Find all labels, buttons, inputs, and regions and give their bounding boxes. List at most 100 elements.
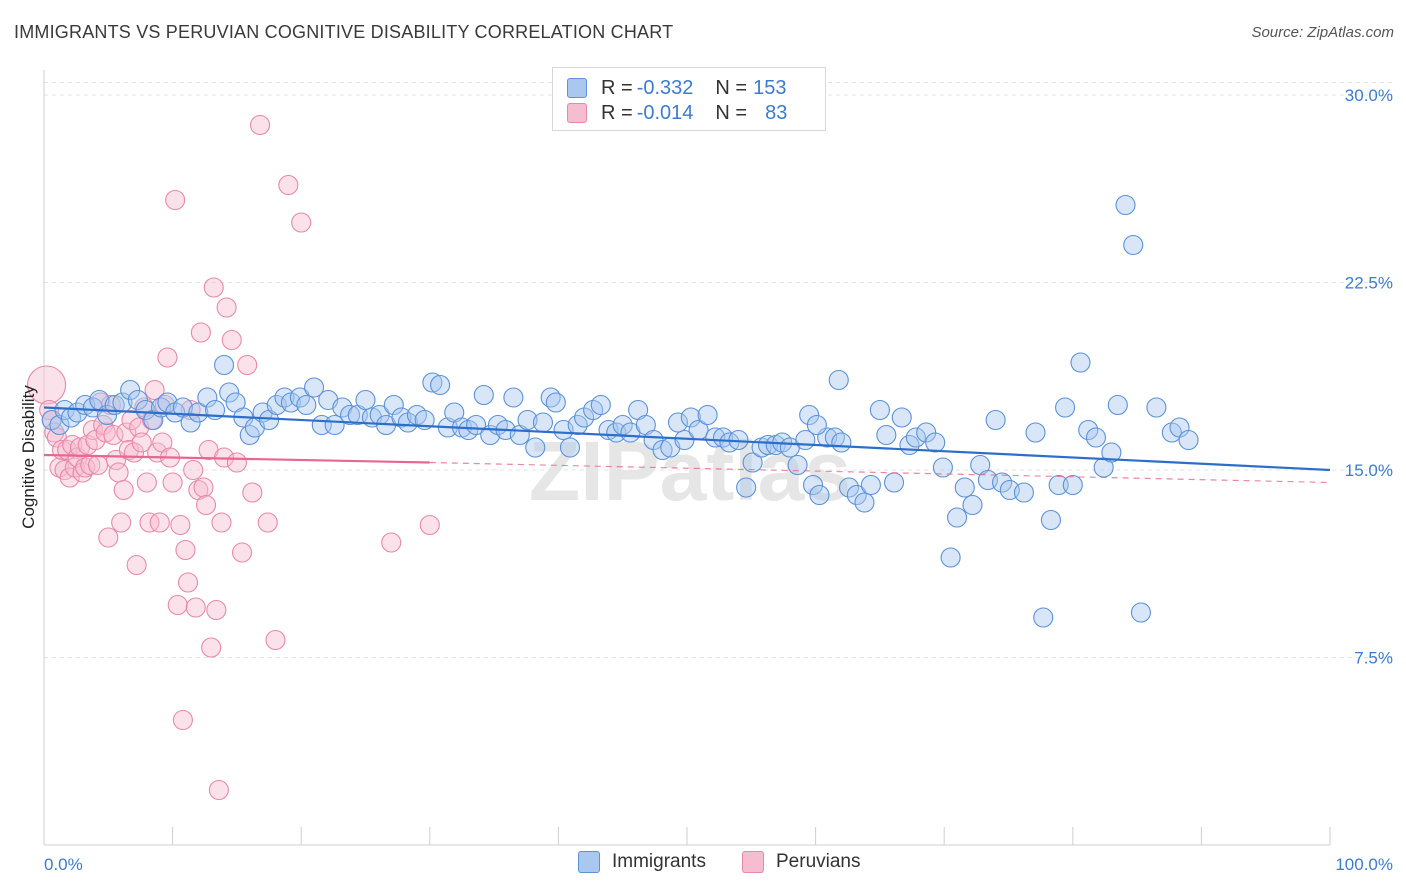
peruvians-point [108, 462, 129, 483]
peruvians-point [175, 539, 196, 561]
peruvians-point [144, 379, 165, 401]
immigrants-point [1107, 394, 1128, 416]
immigrants-point [736, 477, 757, 498]
immigrants-point [143, 409, 164, 431]
immigrants-point [905, 427, 926, 448]
peruvians-point [381, 532, 402, 553]
r-value: -0.014 [636, 101, 694, 124]
immigrants-point [925, 432, 946, 453]
n-label: N = [715, 76, 748, 99]
peruvians-point [126, 554, 147, 576]
immigrants-point [697, 404, 718, 426]
peruvians-point [203, 277, 224, 298]
immigrants-point [831, 432, 852, 453]
peruvians-point [131, 432, 152, 453]
n-value: 153 [753, 76, 787, 99]
n-value: 83 [765, 101, 788, 124]
peruvians-point [231, 542, 253, 563]
immigrants-point [806, 414, 827, 436]
immigrants-trend-line [43, 406, 1331, 472]
immigrants-point [809, 484, 830, 506]
y-tick-label: 7.5% [1354, 649, 1393, 668]
immigrants-point [869, 399, 890, 421]
legend-label: Immigrants [612, 851, 706, 872]
immigrants-point [947, 507, 968, 528]
immigrants-point [532, 412, 554, 433]
immigrants-point [188, 402, 209, 423]
peruvians-point [149, 512, 170, 533]
series-legend: Immigrants Peruvians [0, 851, 1406, 877]
immigrants-point [1055, 397, 1076, 418]
peruvians-point [216, 297, 237, 318]
immigrants-point [1115, 194, 1136, 216]
peruvians-points [27, 114, 440, 801]
peruvians-point [98, 527, 119, 548]
peruvians-point [419, 514, 440, 536]
immigrants-point [1062, 474, 1083, 496]
trend-lines [43, 406, 1331, 484]
y-axis-label: Cognitive Disability [19, 385, 38, 529]
immigrants-point [49, 414, 70, 436]
immigrants-point [280, 392, 301, 413]
y-tick-label: 15.0% [1345, 461, 1393, 480]
legend-label: Peruvians [776, 851, 861, 872]
immigrants-point [296, 394, 317, 416]
immigrants-point [590, 394, 611, 416]
immigrants-point [876, 424, 897, 446]
peruvians-point [249, 114, 271, 136]
source-label: Source: ZipAtlas.com [1251, 24, 1394, 41]
peruvians-point [170, 514, 191, 536]
peruvians-point [118, 439, 139, 461]
legend-row-peruvians: R = -0.014 N = 83 [567, 101, 787, 125]
immigrants-point [652, 439, 673, 461]
peruvians-point [201, 637, 222, 658]
peruvians-point [27, 365, 67, 405]
immigrants-point [473, 384, 494, 406]
immigrants-point [787, 454, 808, 476]
peruvians-trend-extension [429, 461, 1331, 484]
peruvians-point [183, 459, 204, 481]
immigrants-point [1130, 602, 1152, 623]
immigrants-point [860, 474, 881, 496]
legend-item-immigrants: Immigrants [578, 851, 706, 873]
immigrants-point [304, 377, 325, 398]
peruvians-point [139, 512, 160, 533]
immigrants-point [1025, 422, 1046, 443]
peruvians-point [185, 597, 206, 618]
immigrants-point [1013, 482, 1034, 503]
immigrants-point [1101, 442, 1122, 463]
immigrants-point [680, 407, 701, 428]
immigrants-point [422, 372, 443, 393]
peruvians-point [95, 422, 116, 443]
y-tick-label: 30.0% [1345, 86, 1393, 105]
peruvians-point [87, 454, 109, 476]
immigrants-point [180, 412, 201, 433]
immigrants-point [213, 354, 235, 376]
peruvians-point [291, 212, 312, 233]
immigrants-point [1040, 509, 1061, 531]
peruvians-point [177, 572, 199, 593]
peruvians-point [136, 472, 157, 493]
immigrants-point [430, 374, 451, 396]
legend-item-peruvians: Peruvians [742, 851, 861, 873]
immigrants-point [1033, 607, 1054, 628]
immigrants-point [120, 379, 141, 401]
stats-legend: R = -0.332 N = 153 R = -0.014 N = 83 [552, 67, 826, 131]
axes [43, 70, 1331, 846]
immigrants-point [503, 387, 524, 408]
immigrants-point [799, 404, 820, 426]
peruvians-point [167, 594, 188, 616]
r-label: R = [601, 76, 633, 99]
immigrants-swatch [578, 851, 600, 873]
peruvians-point [75, 457, 96, 478]
immigrants-point [219, 382, 240, 403]
immigrants-point [135, 399, 156, 421]
immigrants-point [157, 392, 178, 413]
peruvians-point [195, 494, 217, 516]
axis-labels: 7.5% 15.0% 22.5% 30.0% 0.0% 100.0% Cognitive D… [19, 86, 1393, 874]
immigrants-point [324, 414, 345, 436]
immigrants-point [742, 452, 763, 473]
peruvians-point [172, 709, 193, 731]
peruvians-point [113, 479, 134, 501]
